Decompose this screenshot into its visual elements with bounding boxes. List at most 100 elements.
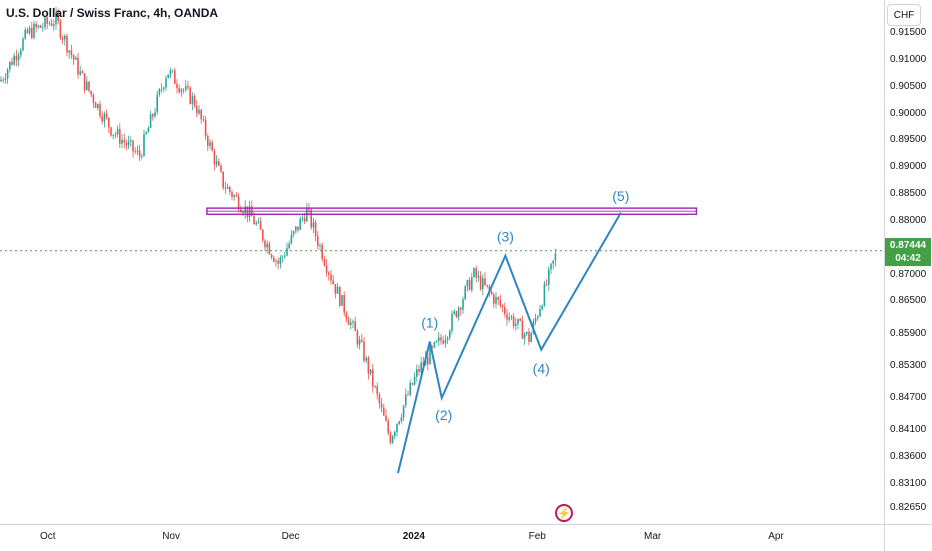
candle-body [121,139,123,144]
candle-body [33,23,35,38]
candle-body [350,322,352,325]
candle-body [94,102,97,109]
candle-body [341,295,343,306]
candle-body [358,339,361,345]
candle-body [473,268,475,278]
candle-body [471,277,473,290]
candle-body [526,331,528,334]
candle-body [26,29,29,34]
candle-body [457,307,460,317]
candle-body [431,346,433,348]
candle-body [255,222,257,225]
candle-body [409,382,411,395]
candle-body [330,274,332,281]
candle-body [123,139,125,143]
candle-body [193,96,196,106]
price-tick: 0.91500 [890,27,927,38]
lightning-icon[interactable]: ⚡ [555,504,573,522]
candle-body [220,165,222,172]
candle-body [339,286,341,306]
candle-body [167,74,169,79]
candle-body [119,129,121,144]
candle-body [246,206,249,218]
candle-body [521,320,524,339]
candle-body [418,369,420,372]
candle-body [72,55,75,60]
candle-body [77,57,79,75]
price-tick: 0.88500 [890,188,927,200]
candle-body [376,386,378,395]
candle-body [319,245,321,247]
price-tick: 0.85900 [890,327,927,339]
last-price-label: 0.87444 04:42 [885,238,931,266]
candle-body [297,226,299,230]
candle-body [211,142,213,151]
candle-body [435,341,438,343]
candle-body [28,27,31,34]
candle-body [446,337,449,340]
wave-label: (5) [612,188,629,204]
candle-body [391,436,394,443]
candle-body [226,186,229,189]
candle-body [332,280,334,284]
symbol-title: U.S. Dollar / Swiss Franc, 4h, OANDA [6,6,219,20]
price-tick: 0.84100 [890,424,927,436]
candle-body [398,421,400,424]
candle-body [490,291,493,295]
overlay-group: (1) (2) (3) (4) (5) [0,188,884,474]
candle-body [70,50,73,56]
price-chart[interactable]: (1) (2) (3) (4) (5) [0,0,884,524]
candle-body [460,307,462,310]
candle-body [178,87,180,93]
candle-body [286,248,288,256]
candle-body [31,27,33,38]
candle-body [317,236,319,247]
candle-body [541,305,543,309]
candle-body [493,294,495,304]
candle-body [523,333,526,339]
candle-body [363,341,365,361]
candles-group [0,6,557,445]
candle-body [477,275,480,278]
candle-body [284,255,286,257]
candle-body [127,141,130,146]
candle-body [9,61,11,70]
time-axis[interactable] [0,524,884,551]
candle-body [165,78,167,88]
candle-body [482,278,484,290]
candle-body [218,161,220,166]
candle-body [475,268,477,278]
candle-body [90,90,92,95]
candle-body [264,240,266,248]
candle-body [125,142,128,146]
candle-body [92,94,95,103]
candle-body [310,209,312,228]
candle-body [185,85,187,90]
candle-body [110,127,112,136]
candle-body [270,254,273,258]
candle-body [88,81,90,91]
time-tick: Mar [644,531,662,542]
candle-body [259,221,262,230]
candle-body [198,109,200,114]
candle-body [213,150,216,165]
candle-body [354,321,356,331]
candle-body [209,142,211,146]
price-tick: 0.83600 [890,451,927,462]
candle-body [530,333,532,342]
candle-body [0,79,2,82]
currency-button[interactable]: CHF [887,4,921,26]
candle-body [145,132,147,135]
candle-body [440,337,442,341]
candle-body [361,339,363,342]
elliott-wave-path[interactable] [396,212,622,474]
candle-body [108,117,110,128]
price-tick: 0.90000 [890,107,927,119]
candle-body [138,150,141,157]
last-price-value: 0.87444 [889,240,927,251]
candle-body [479,275,482,290]
candle-body [427,357,429,365]
chart-area[interactable]: (1) (2) (3) (4) (5) [0,0,884,524]
candle-body [548,269,550,285]
candle-body [299,218,301,230]
